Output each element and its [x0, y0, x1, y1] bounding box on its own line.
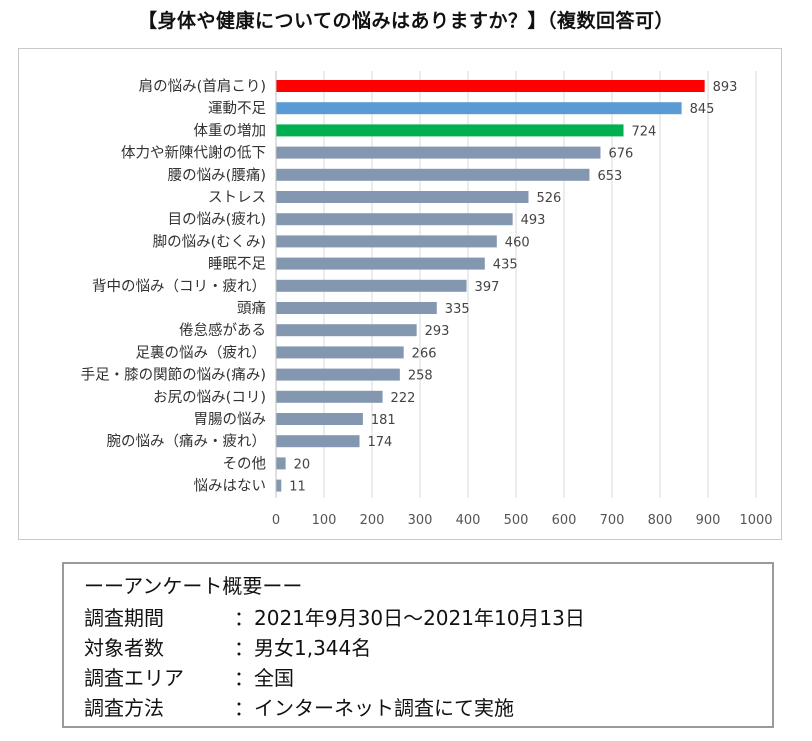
bar [276, 368, 400, 381]
category-label: 睡眠不足 [208, 256, 266, 273]
data-label: 335 [445, 302, 470, 317]
data-label: 258 [408, 369, 433, 384]
bar [276, 413, 363, 425]
survey-key: 対象者数 [84, 636, 164, 660]
bar [276, 324, 417, 337]
data-label: 653 [597, 169, 622, 184]
bar [276, 124, 624, 137]
survey-key: 調査期間 [84, 606, 164, 630]
survey-row-area: 調査エリア ：全国 [84, 662, 294, 691]
bar [276, 390, 383, 403]
survey-summary-box: ーーアンケート概要ーー 調査期間 ：2021年9月30日～2021年10月13日 … [62, 562, 774, 728]
category-label: 肩の悩み(首肩こり) [139, 78, 266, 95]
data-label: 724 [632, 124, 657, 139]
survey-value: ：インターネット調査にて実施 [234, 696, 514, 720]
survey-heading: ーーアンケート概要ーー [84, 574, 303, 598]
bar-chart: 0 100 200 300 400 500 600 700 800 900 1000 肩の悩み(首肩こ… [81, 71, 773, 528]
category-label: 足裏の悩み（疲れ） [136, 343, 267, 361]
data-label: 493 [521, 213, 546, 228]
x-tick-label: 200 [360, 513, 385, 528]
bar [276, 279, 467, 292]
data-label: 526 [536, 191, 561, 206]
category-label: ストレス [208, 190, 266, 206]
data-label: 676 [608, 147, 633, 162]
bar [276, 213, 513, 226]
data-label: 174 [368, 435, 393, 450]
x-tick-label: 1000 [739, 513, 772, 528]
bar [276, 302, 437, 314]
category-label: 脚の悩み(むくみ) [153, 233, 266, 250]
x-tick-label: 900 [696, 513, 721, 528]
survey-value: ：2021年9月30日～2021年10月13日 [234, 606, 585, 630]
bar [276, 235, 497, 248]
category-label: 胃腸の悩み [194, 411, 267, 428]
data-label: 435 [493, 258, 518, 273]
category-label: 運動不足 [208, 100, 266, 117]
x-tick-label: 800 [648, 513, 673, 528]
data-label: 397 [475, 280, 500, 295]
category-label: 頭痛 [237, 300, 266, 317]
data-label: 222 [391, 391, 416, 406]
survey-value: ：全国 [234, 666, 294, 690]
survey-row-method: 調査方法 ：インターネット調査にて実施 [84, 692, 514, 721]
x-tick-label: 500 [504, 513, 529, 528]
survey-value: ：男女1,344名 [234, 636, 372, 660]
data-label: 20 [294, 457, 311, 472]
survey-row-period: 調査期間 ：2021年9月30日～2021年10月13日 [84, 602, 585, 631]
bar [276, 146, 601, 159]
x-tick-label: 100 [312, 513, 337, 528]
bar [276, 191, 529, 203]
bar [276, 80, 705, 92]
category-label: 背中の悩み（コリ・疲れ） [92, 278, 266, 295]
bar [276, 346, 404, 359]
x-tick-label: 600 [552, 513, 577, 528]
category-label: お尻の悩み(コリ) [153, 389, 266, 406]
data-label: 460 [505, 235, 530, 250]
bar [276, 479, 282, 492]
data-label: 845 [690, 102, 715, 117]
bar [276, 168, 590, 181]
x-tick-label: 300 [408, 513, 433, 528]
data-label: 293 [425, 324, 450, 339]
bar [276, 257, 485, 270]
x-tick-label: 400 [456, 513, 481, 528]
category-label: 体重の増加 [194, 122, 267, 139]
category-label: 悩みはない [194, 478, 267, 495]
data-label: 181 [371, 413, 396, 428]
category-label: 手足・膝の関節の悩み(痛み) [81, 366, 266, 384]
category-label: 腰の悩み(腰痛) [168, 167, 266, 184]
category-label: その他 [223, 455, 267, 472]
survey-key: 調査方法 [84, 696, 164, 720]
category-label: 体力や新陳代謝の低下 [121, 145, 266, 162]
chart-title: 【身体や健康についての悩みはありますか？】（複数回答可） [138, 10, 674, 32]
x-tick-label: 700 [600, 513, 625, 528]
chart-area: 0 100 200 300 400 500 600 700 800 900 1000 肩の悩み(首肩こ… [18, 48, 782, 540]
category-label: 倦怠感がある [179, 322, 266, 339]
category-label: 腕の悩み（痛み・疲れ） [107, 433, 267, 450]
category-label: 目の悩み(疲れ) [168, 211, 266, 228]
bar [276, 102, 682, 115]
data-label: 266 [412, 346, 437, 361]
data-label: 11 [289, 480, 306, 495]
bar [276, 435, 360, 448]
survey-key: 調査エリア [84, 666, 184, 690]
bar [276, 457, 286, 470]
data-label: 893 [713, 80, 738, 95]
x-tick-label: 0 [272, 513, 280, 528]
survey-row-respondents: 対象者数 ：男女1,344名 [84, 632, 371, 661]
